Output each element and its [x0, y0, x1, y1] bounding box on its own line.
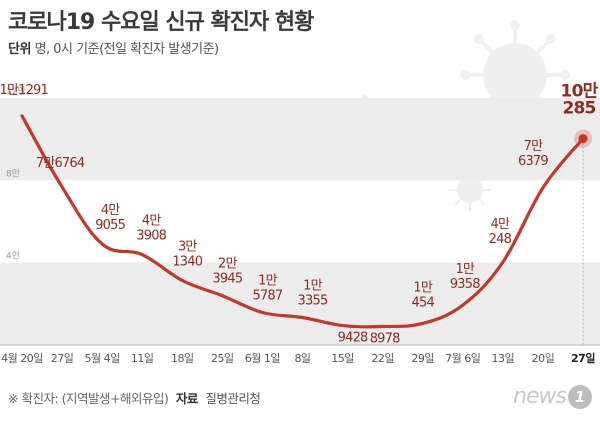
data-label: 1만 9358	[450, 262, 480, 292]
footer-note: ※ 확진자: (지역발생+해외유입) 자료 질병관리청	[8, 388, 261, 407]
data-label-line: 10만	[561, 82, 599, 102]
x-tick-label: 13일	[492, 351, 515, 365]
data-label-line: 7만	[524, 139, 543, 154]
x-tick-label: 27일	[51, 351, 74, 365]
unit-text: 명, 0시 기준(전일 확진자 발생기준)	[34, 42, 220, 57]
data-label: 4만 9055	[95, 203, 125, 233]
data-label: 2만 3945	[212, 257, 242, 287]
data-label-line: 4만	[142, 214, 161, 229]
x-tick-label: 25일	[211, 351, 234, 365]
data-label-line: 3만	[178, 239, 197, 254]
data-label: 1만 5787	[252, 274, 282, 304]
data-label: 3만 1340	[172, 239, 202, 269]
page-title: 코로나19 수요일 신규 확진자 현황	[8, 10, 314, 35]
data-label: 1만 454	[412, 280, 435, 310]
data-label-line: 11만1291	[0, 83, 49, 98]
news1-logo: news 1	[513, 384, 592, 409]
data-label-line: 9358	[450, 277, 480, 292]
series-path	[20, 114, 585, 329]
data-label-line: 9428	[338, 331, 368, 346]
unit-note: 단위 명, 0시 기준(전일 확진자 발생기준)	[8, 38, 219, 57]
data-label: 11만1291	[0, 83, 49, 98]
data-label-line: 1만	[413, 280, 432, 295]
data-label-line: 454	[412, 295, 435, 310]
x-tick-label: 15일	[331, 351, 354, 365]
data-label: 4만 3908	[136, 214, 166, 244]
x-tick-label: 27일	[571, 351, 595, 365]
data-label-line: 285	[562, 99, 595, 119]
y-axis: 12만 8만 4만	[6, 86, 26, 262]
grid-band-0	[0, 98, 600, 181]
y-tick-label: 8만	[6, 168, 20, 179]
data-label-line: 1340	[172, 254, 202, 269]
data-label-line: 5787	[252, 289, 282, 304]
data-label-line: 1만	[258, 274, 277, 289]
x-tick-label: 18일	[171, 351, 194, 365]
data-label-line: 248	[489, 232, 512, 247]
x-tick-label: 6월 1일	[245, 351, 281, 365]
series-line	[20, 114, 585, 345]
data-label: 1만 3355	[298, 279, 328, 309]
data-labels: 11만12917만67644만90554만39083만13402만39451만5…	[0, 82, 599, 347]
unit-label: 단위	[8, 42, 31, 57]
footnote: ※ 확진자: (지역발생+해외유입)	[8, 391, 169, 406]
x-tick-label: 11일	[131, 351, 154, 365]
data-label-line: 4만	[491, 217, 510, 232]
x-tick-label: 5월 4일	[85, 351, 121, 365]
x-tick-label: 29일	[411, 351, 434, 365]
data-label-line: 9055	[95, 218, 125, 233]
data-label: 7만 6379	[518, 139, 548, 169]
data-label-line: 3908	[136, 229, 166, 244]
data-label-line: 3355	[298, 294, 328, 309]
data-label-line: 6379	[518, 154, 548, 169]
source-label: 자료	[175, 391, 199, 406]
data-label-line: 4만	[101, 203, 120, 218]
data-label-line: 1만	[455, 262, 474, 277]
y-tick-label: 12만	[6, 86, 26, 97]
grid-band-1	[0, 262, 600, 345]
x-tick-label: 20일	[532, 351, 555, 365]
data-label-line: 2만	[218, 257, 237, 272]
x-tick-label: 22일	[371, 351, 394, 365]
data-label: 4만 248	[489, 217, 512, 247]
x-tick-label: 4월 20일	[1, 351, 43, 365]
data-label-line: 1만	[303, 279, 322, 294]
source-name: 질병관리청	[205, 391, 261, 406]
x-axis: 4월 20일 27일 5월 4일 11일 18일 25일 6월 1일 8일 15일 22일 29일 7…	[1, 351, 596, 365]
data-label-line: 7만6764	[36, 156, 85, 171]
logo-mark: 1	[568, 384, 592, 409]
data-label: 7만6764	[36, 156, 85, 171]
data-points	[574, 129, 592, 148]
grid-bands	[0, 98, 600, 346]
data-label: 10만 285	[561, 82, 599, 119]
logo-text: news	[513, 384, 567, 409]
last-point-marker	[578, 134, 588, 144]
data-label-line: 8978	[370, 332, 400, 347]
data-label: 9428	[338, 331, 368, 346]
x-tick-label: 8일	[294, 351, 310, 365]
data-label-line: 3945	[212, 272, 242, 287]
data-label: 8978	[370, 332, 400, 347]
x-tick-label: 7월 6일	[445, 351, 481, 365]
y-tick-label: 4만	[6, 251, 20, 262]
